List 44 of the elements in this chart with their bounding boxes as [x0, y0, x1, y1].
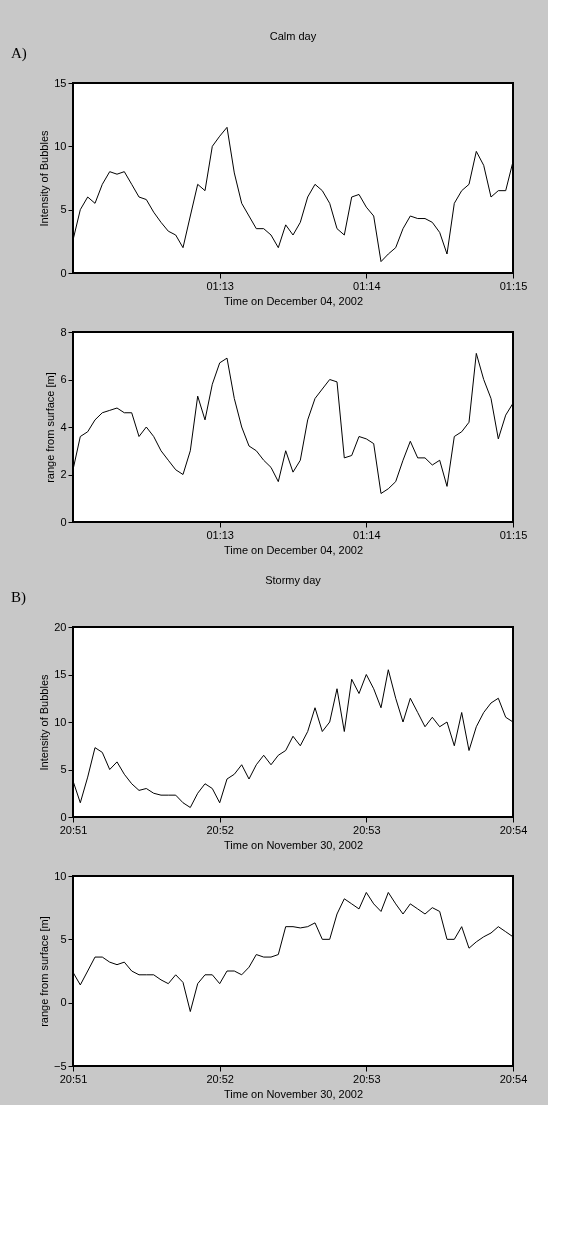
x-tick-label: 20:53: [353, 823, 381, 836]
x-axis-title: Time on November 30, 2002: [224, 838, 363, 851]
y-axis-title: range from surface [m]: [37, 916, 50, 1027]
x-axis-title: Time on November 30, 2002: [224, 1087, 363, 1100]
y-tick-label: 2: [60, 468, 67, 480]
x-tick-label: 01:15: [499, 279, 528, 292]
x-tick-label: 01:15: [499, 528, 528, 541]
y-tick-label: 5: [60, 932, 67, 945]
y-tick-label: 8: [60, 325, 67, 338]
chart-title: Calm day: [269, 30, 317, 42]
y-tick-label: 4: [60, 420, 67, 433]
y-tick-label: 10: [54, 715, 67, 728]
y-tick-label: 0: [60, 996, 67, 1009]
x-axis-title: Time on December 04, 2002: [224, 294, 363, 307]
x-tick-label: 20:54: [499, 823, 528, 836]
x-tick-label: 20:51: [59, 1072, 88, 1085]
y-axis-title: range from surface [m]: [44, 372, 57, 483]
y-tick-label: 0: [60, 266, 67, 279]
x-tick-label: 01:14: [353, 279, 381, 292]
x-tick-label: 01:14: [353, 528, 381, 541]
y-tick-label: 10: [54, 139, 67, 152]
x-tick-label: 20:52: [206, 1072, 234, 1085]
x-axis-title: Time on December 04, 2002: [224, 543, 363, 556]
y-axis-title: Intensity of Bubbles: [38, 130, 51, 227]
y-tick-label: 6: [60, 373, 67, 385]
x-tick-label: 01:13: [206, 528, 234, 541]
y-tick-label: 5: [60, 763, 67, 775]
text: B): [11, 589, 26, 606]
x-tick-label: 20:51: [59, 823, 88, 836]
y-tick-label: −5: [53, 1059, 67, 1072]
x-tick-label: 20:54: [499, 1072, 528, 1085]
y-axis-title: Intensity of Bubbles: [38, 674, 51, 771]
x-tick-label: 20:52: [206, 823, 234, 836]
x-tick-label: 01:13: [206, 279, 234, 292]
y-tick-label: 15: [54, 76, 67, 89]
y-tick-label: 0: [60, 810, 67, 823]
y-tick-label: 10: [54, 869, 67, 882]
y-tick-label: 20: [54, 620, 67, 633]
x-tick-label: 20:53: [353, 1072, 381, 1085]
text: A): [11, 45, 27, 62]
y-tick-label: 5: [60, 203, 67, 216]
y-tick-label: 0: [60, 515, 67, 528]
y-tick-label: 15: [54, 668, 67, 680]
chart-title: Stormy day: [265, 574, 322, 586]
